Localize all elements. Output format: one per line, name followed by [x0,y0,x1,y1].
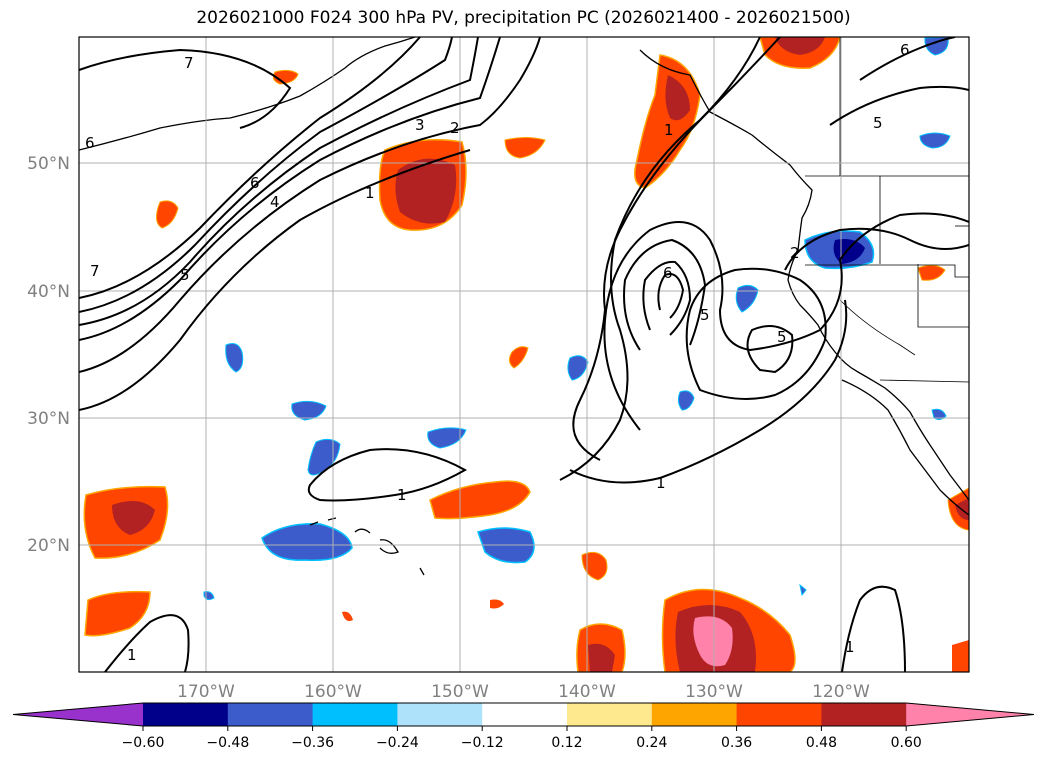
contour-label: 7 [90,262,100,280]
contour-label: 6 [250,174,260,192]
colorbar-segment [227,703,314,726]
lat-label-50n: 50°N [27,154,70,174]
colorbar-tick-label: 0.48 [806,735,837,751]
contour-label: 5 [700,306,710,324]
contour-label: 7 [184,54,194,72]
colorbar-segment [567,703,653,726]
colorbar-segment [143,703,229,726]
lon-label-150w: 150°W [431,682,489,702]
longitude-labels: 170°W 160°W 150°W 140°W 130°W 120°W [177,682,870,702]
contour-label: 5 [777,328,787,346]
colorbar-segment [312,703,398,726]
contour-label: 1 [656,474,666,492]
contour-label: 5 [180,266,190,284]
precipitation-fill [83,37,969,672]
grid-lines [79,37,969,672]
pv-contour-labels: 7 6 2 3 1 6 4 5 7 6 5 5 2 6 5 1 1 1 1 1 [85,41,910,664]
lon-label-160w: 160°W [304,682,362,702]
contour-label: 1 [664,121,674,139]
colorbar-tick-label: −0.12 [461,735,504,751]
lon-label-120w: 120°W [812,682,870,702]
colorbar-tick-label: 0.60 [891,735,922,751]
colorbar-tick-label: 0.24 [636,735,667,751]
colorbar: −0.60 −0.48 −0.36 −0.24 −0.12 0.12 0.24 0.36 0.4… [12,702,1035,751]
lat-label-40n: 40°N [27,282,70,302]
colorbar-tick-label: 0.12 [551,735,582,751]
lat-label-20n: 20°N [27,536,70,556]
colorbar-extend-min [13,703,143,726]
colorbar-tick-label: −0.36 [291,735,334,751]
colorbar-segment [821,703,907,726]
pv-contours [79,37,969,672]
map-panel: 7 6 2 3 1 6 4 5 7 6 5 5 2 6 5 1 1 1 1 1 [79,37,969,672]
colorbar-segment [651,703,738,726]
colorbar-segment [736,703,822,726]
contour-label: 5 [873,114,883,132]
lon-label-140w: 140°W [558,682,616,702]
lon-label-170w: 170°W [177,682,235,702]
latitude-labels: 50°N 40°N 30°N 20°N [27,154,70,556]
map-frame [78,36,970,673]
contour-label: 1 [127,646,137,664]
lat-label-30n: 30°N [27,409,70,429]
colorbar-segment [482,703,568,726]
contour-label: 6 [900,41,910,59]
contour-label: 1 [397,486,407,504]
political-borders [805,37,969,383]
colorbar-tick-label: 0.36 [721,735,752,751]
contour-label: 6 [85,134,95,152]
contour-label: 1 [845,638,855,656]
contour-label: 4 [270,193,280,211]
colorbar-tick-label: −0.60 [122,735,165,751]
contour-label: 2 [790,244,800,262]
coastlines [79,37,969,576]
colorbar-segment [397,703,483,726]
contour-label: 2 [450,119,460,137]
lon-label-130w: 130°W [685,682,743,702]
contour-label: 1 [365,184,375,202]
colorbar-extend-max [906,703,1034,726]
contour-label: 3 [415,116,425,134]
colorbar-tick-label: −0.24 [376,735,419,751]
contour-label: 6 [663,264,673,282]
colorbar-tick-label: −0.48 [206,735,249,751]
figure-title: 2026021000 F024 300 hPa PV, precipitatio… [196,8,851,28]
